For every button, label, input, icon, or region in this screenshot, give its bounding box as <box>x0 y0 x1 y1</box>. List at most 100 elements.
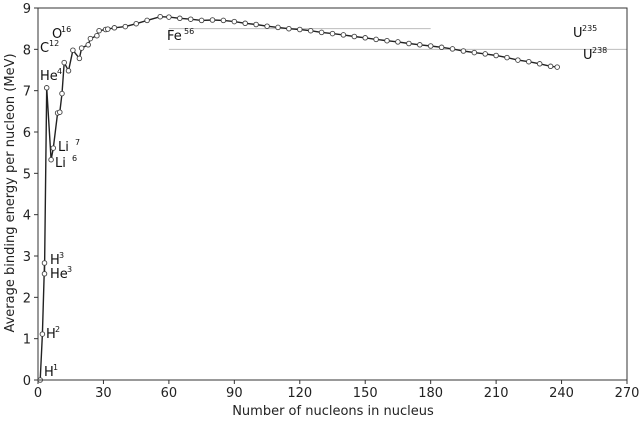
data-point <box>471 49 478 56</box>
x-tick-label: 30 <box>95 386 112 401</box>
data-point <box>427 43 434 49</box>
data-point <box>406 40 412 47</box>
data-point <box>187 16 194 22</box>
x-tick-labels: 0 30 60 90 120 150 180 210 240 270 <box>34 386 640 401</box>
nuclide-label: Fe 56 <box>167 27 194 44</box>
nuclide-label: He 4 <box>40 67 62 84</box>
y-tick-label: 2 <box>23 291 31 306</box>
data-point <box>547 63 554 70</box>
data-point <box>105 26 111 32</box>
x-tick-label: 90 <box>226 386 243 401</box>
y-axis-label: Average binding energy per nucleon (MeV) <box>3 53 18 332</box>
nuclide-symbol: Fe <box>167 29 182 44</box>
y-tick-label: 5 <box>23 167 31 182</box>
data-point <box>59 90 65 97</box>
nuclide-symbol: He <box>50 267 68 282</box>
nuclide-mass-number: 235 <box>582 24 597 33</box>
binding-energy-line <box>39 15 558 381</box>
data-point <box>318 29 325 36</box>
data-point <box>70 47 76 53</box>
nuclide-label: He 3 <box>50 265 72 282</box>
data-point <box>340 32 347 38</box>
nuclide-label: Li 6 <box>55 154 77 171</box>
nuclide-symbol: Li <box>58 140 69 155</box>
data-point <box>78 45 85 51</box>
y-tick-label: 1 <box>23 333 31 348</box>
nuclide-mass-number: 1 <box>53 363 58 372</box>
data-point <box>220 17 227 24</box>
data-point <box>48 156 54 163</box>
data-point <box>50 145 57 151</box>
x-axis-label: Number of nucleons in nucleus <box>232 404 434 419</box>
data-points <box>37 13 560 383</box>
nuclide-label: U 235 <box>573 24 597 41</box>
data-point <box>144 17 150 24</box>
nuclide-mass-number: 238 <box>592 46 607 55</box>
nuclide-label: U 238 <box>583 46 607 63</box>
nuclide-mass-number: 16 <box>61 25 71 34</box>
data-point <box>122 23 129 30</box>
x-tick-label: 210 <box>484 386 509 401</box>
data-point <box>231 18 238 25</box>
data-point <box>493 52 499 59</box>
nuclide-symbol: He <box>40 69 58 84</box>
data-point <box>96 27 102 34</box>
data-point <box>438 44 445 51</box>
data-point <box>395 39 401 45</box>
data-point <box>362 35 368 41</box>
data-point <box>373 36 379 43</box>
nuclide-symbol: H <box>46 327 56 342</box>
nuclide-mass-number: 7 <box>75 138 80 147</box>
x-tick-label: 60 <box>161 386 178 401</box>
data-point <box>57 109 63 115</box>
data-point <box>87 35 94 42</box>
data-point <box>554 64 560 70</box>
binding-energy-curve <box>39 15 558 381</box>
data-point <box>460 48 467 54</box>
data-point <box>166 14 172 20</box>
data-point <box>43 85 50 91</box>
data-point <box>41 271 48 277</box>
reference-lines <box>168 28 627 50</box>
data-point <box>351 33 358 40</box>
data-point <box>209 17 216 23</box>
data-point <box>449 46 456 52</box>
y-tick-label: 9 <box>23 2 31 17</box>
nuclide-mass-number: 4 <box>57 67 62 76</box>
x-tick-label: 180 <box>418 386 443 401</box>
data-point <box>157 13 163 20</box>
y-tick-label: 6 <box>23 126 31 141</box>
nuclide-label: O16 <box>52 25 71 42</box>
x-tick-label: 0 <box>34 386 42 401</box>
plot-frame <box>37 7 628 381</box>
data-point <box>133 20 139 27</box>
nuclide-symbol: H <box>44 365 54 380</box>
nuclide-symbol: U <box>573 26 583 41</box>
data-point <box>41 260 48 266</box>
data-point <box>85 42 91 48</box>
x-tick-label: 270 <box>615 386 640 401</box>
x-tick-label: 150 <box>353 386 378 401</box>
nuclide-mass-number: 6 <box>72 154 77 163</box>
data-point <box>242 20 248 27</box>
data-point <box>482 51 488 57</box>
nuclide-symbol: Li <box>55 156 66 171</box>
data-point <box>275 24 281 31</box>
y-tick-label: 8 <box>23 43 31 58</box>
nuclide-symbol: U <box>583 48 593 63</box>
data-point <box>253 21 259 28</box>
data-point <box>515 57 521 63</box>
y-tick-label: 7 <box>23 85 31 100</box>
y-tick-labels: 0 1 2 3 4 5 6 7 8 9 <box>23 2 31 389</box>
data-point <box>384 37 390 44</box>
data-point <box>76 55 83 62</box>
y-tick-label: 3 <box>23 250 31 265</box>
nuclide-symbol: C <box>40 41 49 56</box>
nuclide-mass-number: 3 <box>59 251 64 260</box>
data-point <box>329 30 336 37</box>
